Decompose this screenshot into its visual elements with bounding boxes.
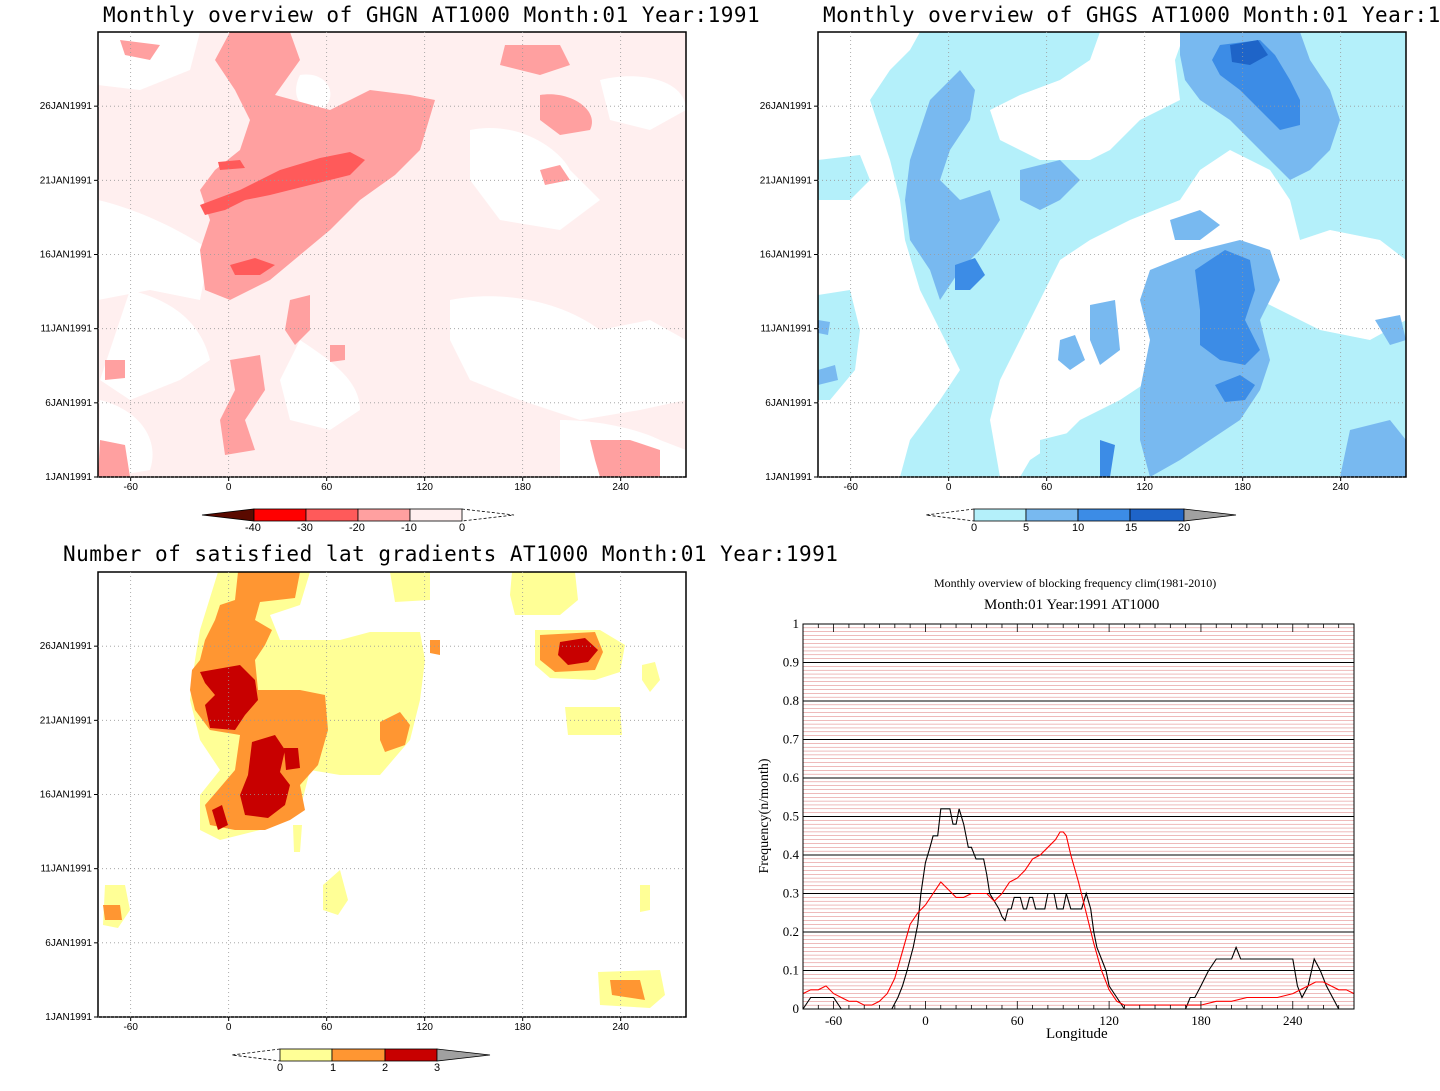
ghgs-title: Monthly overview of GHGS AT1000 Month:01…	[823, 3, 1440, 27]
y-tick-label: 0.3	[783, 886, 799, 901]
frequency-ylabel: Frequency(n/month)	[757, 758, 772, 874]
ghgs-cb-label: 20	[1178, 522, 1191, 534]
y-tick-label: 0	[793, 1001, 800, 1016]
y-tick-label: 16JAN1991	[40, 790, 93, 801]
x-tick-label: 120	[1136, 482, 1153, 493]
ghgn-cb-label: -30	[297, 522, 313, 534]
ghgs-cb-label: 15	[1125, 522, 1138, 534]
y-tick-label: 0.5	[783, 809, 799, 824]
x-tick-label: 0	[922, 1013, 929, 1028]
y-tick-label: 26JAN1991	[40, 641, 93, 652]
y-tick-label: 16JAN1991	[40, 250, 93, 261]
x-tick-label: 60	[321, 1022, 333, 1033]
y-tick-label: 0.1	[783, 963, 799, 978]
y-tick-label: 0.7	[783, 732, 800, 747]
y-tick-label: 11JAN1991	[40, 324, 92, 335]
x-tick-label: 180	[1234, 482, 1251, 493]
y-tick-label: 1	[793, 616, 800, 631]
y-tick-label: 6JAN1991	[765, 398, 812, 409]
x-tick-label: 0	[226, 482, 232, 493]
y-tick-label: 1JAN1991	[45, 1012, 92, 1023]
ghgs-cb-label: 10	[1072, 522, 1085, 534]
x-tick-label: 240	[1283, 1013, 1303, 1028]
frequency-subtitle: Month:01 Year:1991 AT1000	[984, 597, 1160, 613]
ghgs-colorbar-labels: 0 5 10 15 20	[0, 522, 1440, 536]
x-tick-label: 0	[226, 1022, 232, 1033]
x-tick-label: 240	[612, 482, 629, 493]
x-tick-label: -60	[825, 1013, 842, 1028]
ghgs-colorbar	[925, 508, 1237, 522]
x-tick-label: -60	[123, 482, 138, 493]
y-tick-label: 21JAN1991	[760, 175, 813, 186]
x-tick-label: 60	[1041, 482, 1053, 493]
x-tick-label: 0	[946, 482, 952, 493]
y-tick-label: 26JAN1991	[760, 101, 813, 112]
x-tick-label: -60	[123, 1022, 138, 1033]
x-tick-label: 60	[1011, 1013, 1024, 1028]
gradients-colorbar-labels: 0 1 2 3	[0, 1062, 720, 1076]
ghgs-cb-label: 5	[1023, 522, 1030, 534]
y-tick-label: 0.9	[783, 655, 799, 670]
gradients-cb-label: 0	[277, 1062, 284, 1074]
ghgn-cb-label: -40	[245, 522, 261, 534]
ghgn-colorbar-labels: -40 -30 -20 -10 0	[0, 522, 720, 536]
y-tick-label: 21JAN1991	[40, 715, 93, 726]
y-tick-label: 1JAN1991	[765, 472, 812, 483]
ghgn-title: Monthly overview of GHGN AT1000 Month:01…	[103, 3, 761, 27]
gradients-cb-label: 2	[382, 1062, 389, 1074]
y-tick-label: 6JAN1991	[45, 398, 92, 409]
gradients-colorbar	[231, 1048, 491, 1062]
ghgn-cb-label: 0	[459, 522, 466, 534]
y-tick-label: 0.8	[783, 693, 799, 708]
x-tick-label: 120	[416, 1022, 433, 1033]
y-tick-label: 26JAN1991	[40, 101, 93, 112]
ghgn-colorbar	[201, 508, 515, 522]
y-tick-label: 1JAN1991	[45, 472, 92, 483]
y-tick-label: 16JAN1991	[760, 250, 813, 261]
y-tick-label: 0.6	[783, 770, 800, 785]
x-tick-label: 180	[1191, 1013, 1211, 1028]
y-tick-label: 11JAN1991	[760, 324, 812, 335]
y-tick-label: 0.4	[783, 847, 800, 862]
x-tick-label: -60	[843, 482, 858, 493]
y-tick-label: 11JAN1991	[40, 864, 92, 875]
ghgn-cb-label: -10	[401, 522, 417, 534]
series-line-0	[802, 808, 1340, 1010]
ghgn-cb-label: -20	[349, 522, 365, 534]
x-tick-label: 240	[612, 1022, 629, 1033]
y-tick-label: 21JAN1991	[40, 175, 93, 186]
gradients-cb-label: 3	[434, 1062, 441, 1074]
x-tick-label: 180	[514, 1022, 531, 1033]
y-tick-label: 0.2	[783, 924, 799, 939]
y-tick-label: 6JAN1991	[45, 938, 92, 949]
gradients-title: Number of satisfied lat gradients AT1000…	[63, 542, 839, 566]
ghgs-cb-label: 0	[971, 522, 978, 534]
x-tick-label: 240	[1332, 482, 1349, 493]
frequency-title: Monthly overview of blocking frequency c…	[934, 576, 1217, 590]
series-line-1	[802, 831, 1355, 1006]
frequency-xlabel: Longitude	[1046, 1026, 1108, 1042]
x-tick-label: 180	[514, 482, 531, 493]
x-tick-label: 120	[416, 482, 433, 493]
gradients-cb-label: 1	[330, 1062, 337, 1074]
x-tick-label: 60	[321, 482, 333, 493]
